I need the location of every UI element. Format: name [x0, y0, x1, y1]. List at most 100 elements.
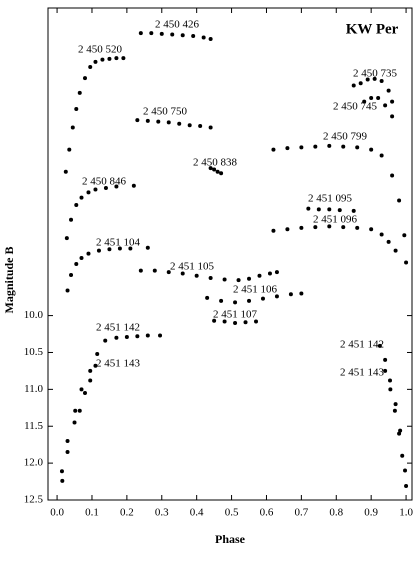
- data-point: [369, 147, 374, 152]
- data-point: [208, 125, 213, 130]
- data-point: [180, 33, 185, 38]
- data-point: [88, 368, 93, 373]
- series-label: 2 450 838: [193, 157, 238, 169]
- data-point: [208, 36, 213, 41]
- x-tick-label: 0.4: [190, 507, 204, 519]
- data-point: [86, 190, 91, 195]
- y-tick-label: 12.5: [24, 494, 44, 506]
- data-point: [79, 195, 84, 200]
- data-point: [131, 183, 136, 188]
- data-point: [74, 107, 79, 112]
- data-point: [73, 408, 78, 413]
- data-point: [82, 76, 87, 81]
- chart-title: KW Per: [346, 21, 399, 37]
- series-label: 2 451 096: [313, 214, 358, 226]
- data-point: [267, 271, 272, 276]
- data-point: [107, 247, 112, 252]
- data-point: [390, 114, 395, 119]
- data-point: [386, 239, 391, 244]
- data-point: [170, 32, 175, 37]
- data-point: [212, 167, 217, 172]
- series-label: 2 451 143: [96, 358, 141, 370]
- data-point: [93, 59, 98, 64]
- data-point: [377, 343, 382, 348]
- data-point: [79, 256, 84, 261]
- data-point: [351, 83, 356, 88]
- data-point: [271, 147, 276, 152]
- data-point: [158, 333, 163, 338]
- data-point: [159, 31, 164, 36]
- series-label: 2 451 143: [340, 367, 385, 379]
- data-point: [383, 357, 388, 362]
- data-point: [177, 121, 182, 126]
- data-point: [392, 408, 397, 413]
- data-point: [180, 271, 185, 276]
- x-tick-label: 0.7: [294, 507, 308, 519]
- data-point: [69, 273, 74, 278]
- data-point: [135, 334, 140, 339]
- data-point: [212, 318, 217, 323]
- y-tick-label: 12.0: [24, 457, 44, 469]
- series-label: 2 450 735: [353, 68, 398, 80]
- series-label: 2 451 142: [340, 339, 384, 351]
- data-point: [114, 335, 119, 340]
- data-point: [205, 295, 210, 300]
- data-point: [337, 208, 342, 213]
- x-axis-label: Phase: [215, 532, 246, 546]
- series-label: 2 451 104: [96, 237, 141, 249]
- data-point: [63, 169, 68, 174]
- series-label: 2 450 799: [323, 131, 368, 143]
- data-point: [299, 291, 304, 296]
- data-point: [208, 275, 213, 280]
- data-point: [404, 483, 409, 488]
- series-label: 2 450 745: [333, 101, 378, 113]
- data-point: [397, 198, 402, 203]
- data-point: [114, 56, 119, 61]
- data-point: [386, 88, 391, 93]
- data-point: [341, 144, 346, 149]
- data-point: [383, 368, 388, 373]
- data-point: [222, 319, 227, 324]
- series-label: 2 450 426: [155, 19, 200, 31]
- data-point: [351, 208, 356, 213]
- data-point: [124, 334, 129, 339]
- data-point: [67, 147, 72, 152]
- y-tick-label: 10.5: [24, 346, 44, 358]
- data-point: [327, 207, 332, 212]
- data-point: [95, 351, 100, 356]
- data-point: [372, 76, 377, 81]
- series-label: 2 451 106: [233, 284, 278, 296]
- data-point: [271, 228, 276, 233]
- data-point: [233, 320, 238, 325]
- data-point: [65, 450, 70, 455]
- y-tick-label: 11.0: [24, 383, 43, 395]
- data-point: [219, 298, 224, 303]
- data-point: [198, 124, 203, 129]
- y-tick-label: 11.5: [24, 420, 43, 432]
- series-label: 2 450 750: [143, 106, 188, 118]
- y-tick-label: 10.0: [24, 309, 44, 321]
- data-point: [233, 300, 238, 305]
- data-point: [60, 478, 65, 483]
- series-label: 2 450 846: [82, 176, 127, 188]
- data-point: [362, 99, 367, 104]
- data-point: [236, 278, 241, 283]
- data-point: [72, 420, 77, 425]
- data-point: [191, 34, 196, 39]
- data-point: [88, 378, 93, 383]
- data-point: [365, 77, 370, 82]
- data-point: [187, 123, 192, 128]
- x-tick-label: 0.8: [329, 507, 343, 519]
- x-tick-label: 0.6: [260, 507, 274, 519]
- data-point: [100, 57, 105, 62]
- plot-frame: [47, 7, 413, 501]
- data-point: [208, 166, 213, 171]
- data-point: [65, 438, 70, 443]
- data-point: [299, 225, 304, 230]
- data-point: [390, 173, 395, 178]
- data-point: [166, 120, 171, 125]
- data-point: [403, 468, 408, 473]
- data-point: [247, 298, 252, 303]
- data-point: [156, 119, 161, 124]
- data-point: [285, 146, 290, 151]
